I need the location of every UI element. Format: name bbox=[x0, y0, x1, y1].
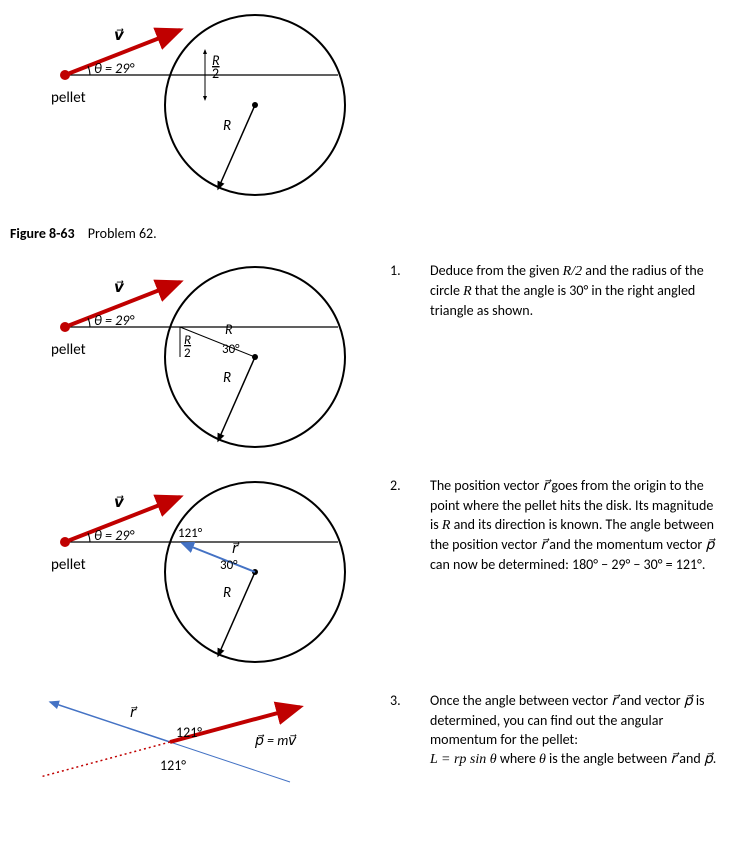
step-text-2: The position vector r⃗ goes from the ori… bbox=[430, 477, 720, 574]
svg-text:pellet: pellet bbox=[51, 556, 86, 574]
label-R: R bbox=[223, 117, 231, 135]
svg-text:R: R bbox=[223, 369, 231, 387]
figure-caption: Figure 8-63 Problem 62. bbox=[10, 225, 736, 242]
svg-text:v⃗: v⃗ bbox=[114, 279, 125, 297]
figure-diagram-top: R 2 R θ = 29° v⃗ pellet bbox=[10, 10, 736, 210]
svg-text:2: 2 bbox=[184, 346, 191, 361]
label-30: 30° bbox=[222, 342, 240, 357]
diagram-2: R 2 R R 30° θ = 29° v⃗ pellet bbox=[10, 262, 390, 462]
label-v: v⃗ bbox=[114, 27, 125, 45]
svg-text:2: 2 bbox=[212, 65, 219, 82]
svg-text:θ = 29°: θ = 29° bbox=[94, 312, 135, 329]
step-number-3: 3. bbox=[390, 692, 430, 709]
diagram-4: r⃗ 121° 121° p⃗ = mv⃗ bbox=[10, 692, 390, 822]
step-number-1: 1. bbox=[390, 262, 430, 279]
svg-text:r⃗: r⃗ bbox=[130, 704, 138, 721]
svg-text:θ = 29°: θ = 29° bbox=[94, 527, 135, 544]
step-text-1: Deduce from the given R/2 and the radius… bbox=[430, 262, 720, 321]
label-121: 121° bbox=[178, 526, 203, 541]
svg-text:121°: 121° bbox=[176, 724, 202, 741]
figure-number: Figure 8-63 bbox=[10, 225, 75, 242]
label-pellet: pellet bbox=[51, 89, 86, 107]
step-number-2: 2. bbox=[390, 477, 430, 494]
diagram-3: R r⃗ 30° 121° θ = 29° v⃗ pellet bbox=[10, 477, 390, 677]
diagram-1: R 2 R θ = 29° v⃗ pellet bbox=[10, 10, 380, 210]
svg-text:121°: 121° bbox=[160, 757, 186, 774]
svg-text:R: R bbox=[223, 584, 231, 602]
svg-text:v⃗: v⃗ bbox=[114, 494, 125, 512]
step-text-3: Once the angle between vector r⃗ and vec… bbox=[430, 692, 720, 770]
svg-text:R: R bbox=[225, 321, 233, 338]
label-p: p⃗ = mv⃗ bbox=[254, 732, 297, 749]
svg-text:pellet: pellet bbox=[51, 341, 86, 359]
label-theta: θ = 29° bbox=[94, 60, 135, 77]
svg-text:30°: 30° bbox=[220, 558, 238, 573]
figure-title: Problem 62. bbox=[88, 225, 157, 242]
